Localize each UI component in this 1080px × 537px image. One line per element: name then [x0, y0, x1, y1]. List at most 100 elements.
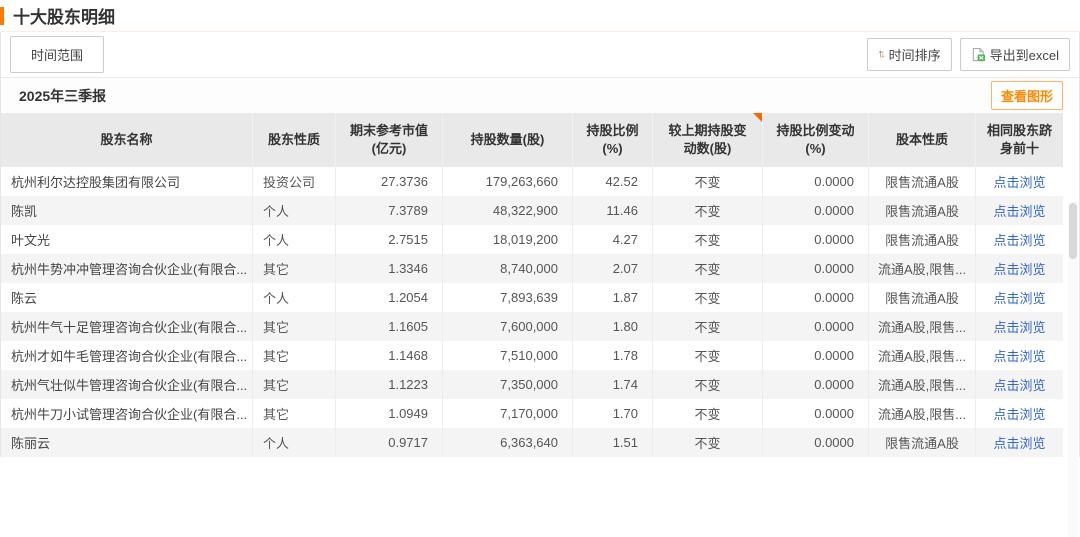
cell-same_top10: 点击浏览 — [976, 254, 1063, 283]
scrollbar-thumb[interactable] — [1069, 203, 1077, 259]
report-period-band: 2025年三季报 查看图形 — [1, 77, 1079, 113]
cell-pct: 42.52 — [573, 167, 653, 196]
cell-pct: 2.07 — [573, 254, 653, 283]
cell-same_top10: 点击浏览 — [976, 428, 1063, 457]
cell-shares: 7,350,000 — [443, 370, 573, 399]
cell-shares: 179,263,660 — [443, 167, 573, 196]
export-excel-label: 导出到excel — [989, 47, 1059, 63]
cell-change: 不变 — [653, 341, 763, 370]
vertical-scrollbar[interactable] — [1068, 201, 1078, 537]
time-sort-button[interactable]: ↑↓ 时间排序 — [866, 37, 952, 71]
view-browse-link[interactable]: 点击浏览 — [993, 262, 1046, 277]
cell-shares: 48,322,900 — [443, 196, 573, 225]
cell-pct_change: 0.0000 — [763, 341, 869, 370]
view-browse-link[interactable]: 点击浏览 — [993, 291, 1046, 306]
cell-market_value: 1.3346 — [336, 254, 443, 283]
cell-market_value: 1.2054 — [336, 283, 443, 312]
corner-marker-icon — [753, 113, 762, 122]
cell-change: 不变 — [653, 428, 763, 457]
cell-change: 不变 — [653, 225, 763, 254]
cell-same_top10: 点击浏览 — [976, 399, 1063, 428]
column-header-change: 较上期持股变 动数(股) — [653, 113, 763, 167]
cell-shares: 7,600,000 — [443, 312, 573, 341]
cell-name: 陈云 — [1, 283, 253, 312]
cell-same_top10: 点击浏览 — [976, 370, 1063, 399]
cell-nature: 投资公司 — [253, 167, 336, 196]
table-row: 杭州牛刀小试管理咨询合伙企业(有限合... 其它 1.0949 7,170,000 1.… — [1, 399, 1063, 428]
column-header-shares: 持股数量(股) — [443, 113, 573, 167]
cell-market_value: 1.1605 — [336, 312, 443, 341]
cell-pct: 1.87 — [573, 283, 653, 312]
view-browse-link[interactable]: 点击浏览 — [993, 378, 1046, 393]
cell-nature: 其它 — [253, 254, 336, 283]
cell-shares: 7,170,000 — [443, 399, 573, 428]
toolbar-right-group: ↑↓ 时间排序 导出到excel — [866, 37, 1070, 71]
cell-name: 杭州牛气十足管理咨询合伙企业(有限合... — [1, 312, 253, 341]
view-browse-link[interactable]: 点击浏览 — [993, 407, 1046, 422]
excel-icon — [971, 47, 986, 62]
cell-same_top10: 点击浏览 — [976, 167, 1063, 196]
cell-pct: 1.80 — [573, 312, 653, 341]
cell-nature: 其它 — [253, 370, 336, 399]
export-excel-button[interactable]: 导出到excel — [959, 37, 1070, 71]
page-title: 十大股东明细 — [13, 8, 115, 27]
cell-pct: 1.51 — [573, 428, 653, 457]
cell-name: 陈凯 — [1, 196, 253, 225]
cell-share_type: 流通A股,限售... — [869, 399, 976, 428]
cell-same_top10: 点击浏览 — [976, 312, 1063, 341]
table-row: 杭州才如牛毛管理咨询合伙企业(有限合... 其它 1.1468 7,510,000 1.… — [1, 341, 1063, 370]
cell-name: 杭州牛势冲冲管理咨询合伙企业(有限合... — [1, 254, 253, 283]
cell-name: 杭州牛刀小试管理咨询合伙企业(有限合... — [1, 399, 253, 428]
cell-shares: 7,510,000 — [443, 341, 573, 370]
cell-same_top10: 点击浏览 — [976, 283, 1063, 312]
cell-pct_change: 0.0000 — [763, 399, 869, 428]
table-row: 陈凯 个人 7.3789 48,322,900 11.46 不变 0.0000 限售流通A股 点… — [1, 196, 1063, 225]
cell-name: 杭州气壮似牛管理咨询合伙企业(有限合... — [1, 370, 253, 399]
cell-name: 杭州才如牛毛管理咨询合伙企业(有限合... — [1, 341, 253, 370]
cell-pct: 1.78 — [573, 341, 653, 370]
cell-shares: 18,019,200 — [443, 225, 573, 254]
shareholders-table: 股东名称 股东性质 期末参考市值 (亿元) 持股数量(股) 持股比例 (%) 较上期持股变… — [1, 113, 1079, 537]
title-accent-bar — [0, 6, 4, 25]
cell-share_type: 限售流通A股 — [869, 283, 976, 312]
cell-market_value: 2.7515 — [336, 225, 443, 254]
time-sort-label: 时间排序 — [888, 47, 941, 63]
view-browse-link[interactable]: 点击浏览 — [993, 320, 1046, 335]
cell-same_top10: 点击浏览 — [976, 341, 1063, 370]
column-header-market_value: 期末参考市值 (亿元) — [336, 113, 443, 167]
cell-shares: 6,363,640 — [443, 428, 573, 457]
view-chart-button[interactable]: 查看图形 — [990, 81, 1063, 110]
view-browse-link[interactable]: 点击浏览 — [993, 175, 1046, 190]
cell-nature: 其它 — [253, 399, 336, 428]
cell-change: 不变 — [653, 399, 763, 428]
cell-shares: 8,740,000 — [443, 254, 573, 283]
time-range-button[interactable]: 时间范围 — [10, 35, 105, 73]
cell-change: 不变 — [653, 167, 763, 196]
table-row: 杭州气壮似牛管理咨询合伙企业(有限合... 其它 1.1223 7,350,000 1.… — [1, 370, 1063, 399]
cell-change: 不变 — [653, 254, 763, 283]
cell-share_type: 流通A股,限售... — [869, 254, 976, 283]
cell-share_type: 限售流通A股 — [869, 428, 976, 457]
cell-share_type: 流通A股,限售... — [869, 370, 976, 399]
cell-pct_change: 0.0000 — [763, 225, 869, 254]
toolbar: 时间范围 ↑↓ 时间排序 导出到excel — [1, 32, 1079, 77]
view-browse-link[interactable]: 点击浏览 — [993, 233, 1046, 248]
view-browse-link[interactable]: 点击浏览 — [993, 436, 1046, 451]
cell-share_type: 限售流通A股 — [869, 225, 976, 254]
sort-arrows-icon: ↑↓ — [877, 48, 886, 60]
cell-same_top10: 点击浏览 — [976, 225, 1063, 254]
view-browse-link[interactable]: 点击浏览 — [993, 349, 1046, 364]
cell-nature: 个人 — [253, 225, 336, 254]
cell-pct_change: 0.0000 — [763, 167, 869, 196]
table-row: 陈云 个人 1.2054 7,893,639 1.87 不变 0.0000 限售流通A股 点击浏… — [1, 283, 1063, 312]
table-row: 杭州牛气十足管理咨询合伙企业(有限合... 其它 1.1605 7,600,000 1.… — [1, 312, 1063, 341]
view-browse-link[interactable]: 点击浏览 — [993, 204, 1046, 219]
cell-pct: 1.70 — [573, 399, 653, 428]
cell-market_value: 7.3789 — [336, 196, 443, 225]
cell-share_type: 限售流通A股 — [869, 196, 976, 225]
column-header-name: 股东名称 — [1, 113, 253, 167]
cell-same_top10: 点击浏览 — [976, 196, 1063, 225]
page-title-row: 十大股东明细 — [0, 0, 1080, 32]
cell-nature: 个人 — [253, 196, 336, 225]
